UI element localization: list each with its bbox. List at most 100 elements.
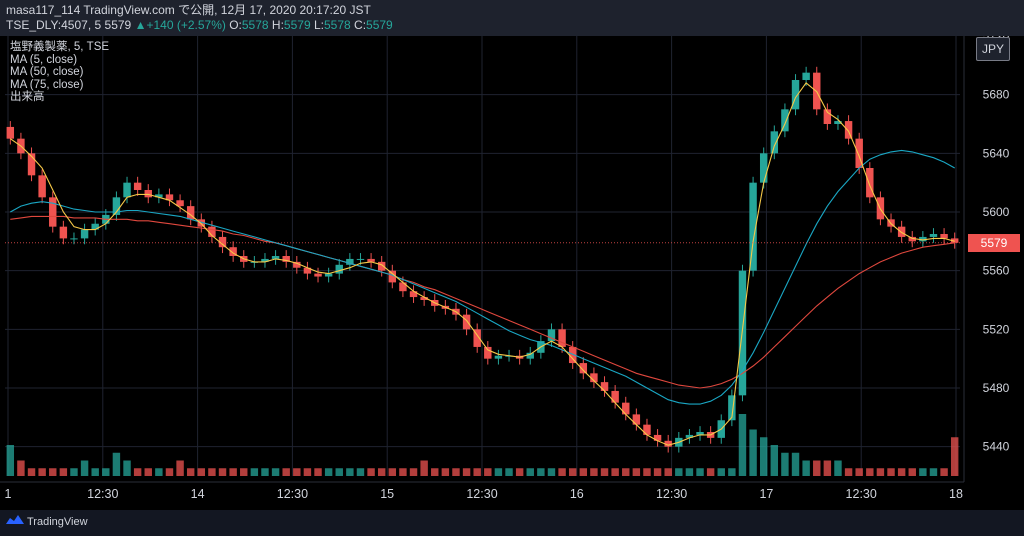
volume-bar (38, 468, 46, 476)
volume-bar (271, 468, 280, 476)
volume-bar (738, 414, 747, 476)
candle-body (314, 273, 322, 277)
change-value: +140 (+2.57%) (146, 18, 226, 32)
open-value: 5578 (241, 18, 269, 32)
candle-body (919, 236, 927, 242)
time-tick-label: 18 (949, 487, 963, 501)
candle-body (123, 182, 131, 198)
volume-bar (91, 468, 99, 476)
volume-bar (706, 468, 715, 476)
brand-name: TradingView (27, 516, 88, 528)
candle-body (611, 390, 619, 403)
close-value: 5579 (366, 18, 393, 32)
volume-bar (70, 468, 78, 476)
candle-body (791, 80, 800, 110)
volume-bar (59, 468, 68, 476)
volume-bar (388, 468, 397, 476)
volume-bar (855, 468, 863, 476)
volume-bar (515, 468, 524, 476)
volume-bar (728, 468, 736, 476)
volume-bar (197, 468, 206, 476)
candle-body (356, 258, 365, 260)
volume-bar (441, 468, 450, 476)
volume-bar (823, 460, 832, 476)
volume-bar (293, 468, 301, 476)
candle-body (579, 363, 588, 374)
candle-body (388, 270, 397, 283)
candle-body (526, 352, 534, 359)
currency-button[interactable]: JPY (976, 37, 1010, 61)
candle-body (728, 395, 736, 421)
chart-pane[interactable]: 56805640560055605520548054405720112:3014… (0, 29, 1024, 510)
volume-bar (685, 468, 694, 476)
time-tick-label: 16 (570, 487, 584, 501)
candle-body (165, 194, 174, 201)
price-chart[interactable]: 56805640560055605520548054405720112:3014… (0, 29, 1024, 510)
candle-body (473, 329, 481, 347)
low-label: L: (313, 18, 324, 32)
legend-volume[interactable]: 出来高 (10, 91, 45, 103)
candle-body (484, 346, 492, 359)
ma50-line (10, 149, 955, 405)
volume-bar (484, 468, 492, 476)
candle-body (367, 258, 375, 262)
candle-body (494, 355, 503, 359)
candle-body (346, 258, 354, 265)
candle-body (653, 434, 662, 441)
volume-bar (600, 468, 609, 476)
legend-symbol[interactable]: 塩野義製薬, 5, TSE (10, 41, 110, 53)
volume-bar (653, 468, 662, 476)
candle-body (844, 121, 853, 139)
volume-bar (558, 468, 566, 476)
candle-body (770, 131, 779, 154)
symbol-label: TSE_DLY:4507, 5 (6, 18, 102, 32)
volume-bar (229, 468, 237, 476)
volume-bar (664, 468, 672, 476)
up-arrow-icon: ▲ (134, 18, 147, 32)
candle-body (696, 432, 704, 435)
candle-body (950, 238, 959, 243)
high-label: H: (271, 18, 284, 32)
candle-body (377, 261, 386, 271)
volume-bar (218, 468, 227, 476)
low-value: 5578 (323, 18, 351, 32)
time-tick-label: 1 (5, 487, 12, 501)
volume-bar (335, 468, 343, 476)
candle-body (781, 109, 789, 132)
candle-body (802, 72, 810, 80)
candle-body (462, 314, 471, 330)
volume-bar (717, 468, 725, 476)
volume-bar (462, 468, 471, 476)
candle-body (59, 226, 68, 239)
candle-body (218, 236, 227, 248)
legend-ma50[interactable]: MA (50, close) (10, 66, 84, 78)
candle-body (866, 168, 874, 198)
close-label: C: (354, 18, 367, 32)
candle-body (271, 256, 280, 259)
time-tick-label: 12:30 (656, 487, 687, 501)
legend-ma5[interactable]: MA (5, close) (10, 53, 78, 66)
volume-bar (611, 468, 619, 476)
candle-body (823, 109, 832, 124)
candle-body (49, 197, 57, 227)
price-tick-label: 5480 (983, 381, 1010, 395)
volume-bar (844, 468, 853, 476)
candle-body (622, 402, 630, 415)
tradingview-brand[interactable]: TradingView (6, 514, 88, 530)
candle-body (229, 247, 237, 256)
price-tick-label: 5560 (983, 264, 1010, 278)
volume-bar (133, 468, 142, 476)
legend-ma75[interactable]: MA (75, close) (10, 78, 84, 91)
indicator-legend: 塩野義製薬, 5, TSE MA (5, close) MA (50, clos… (10, 41, 109, 104)
volume-bar (27, 468, 36, 476)
volume-bar (102, 468, 110, 476)
volume-bar (346, 468, 354, 476)
candle-body (335, 264, 343, 274)
footer-bar (0, 510, 1024, 536)
volume-bar (749, 429, 757, 476)
volume-bar (813, 460, 821, 476)
candle-body (208, 226, 216, 237)
open-label: O: (229, 18, 242, 32)
candle-body (399, 282, 407, 292)
volume-bar (919, 468, 927, 476)
